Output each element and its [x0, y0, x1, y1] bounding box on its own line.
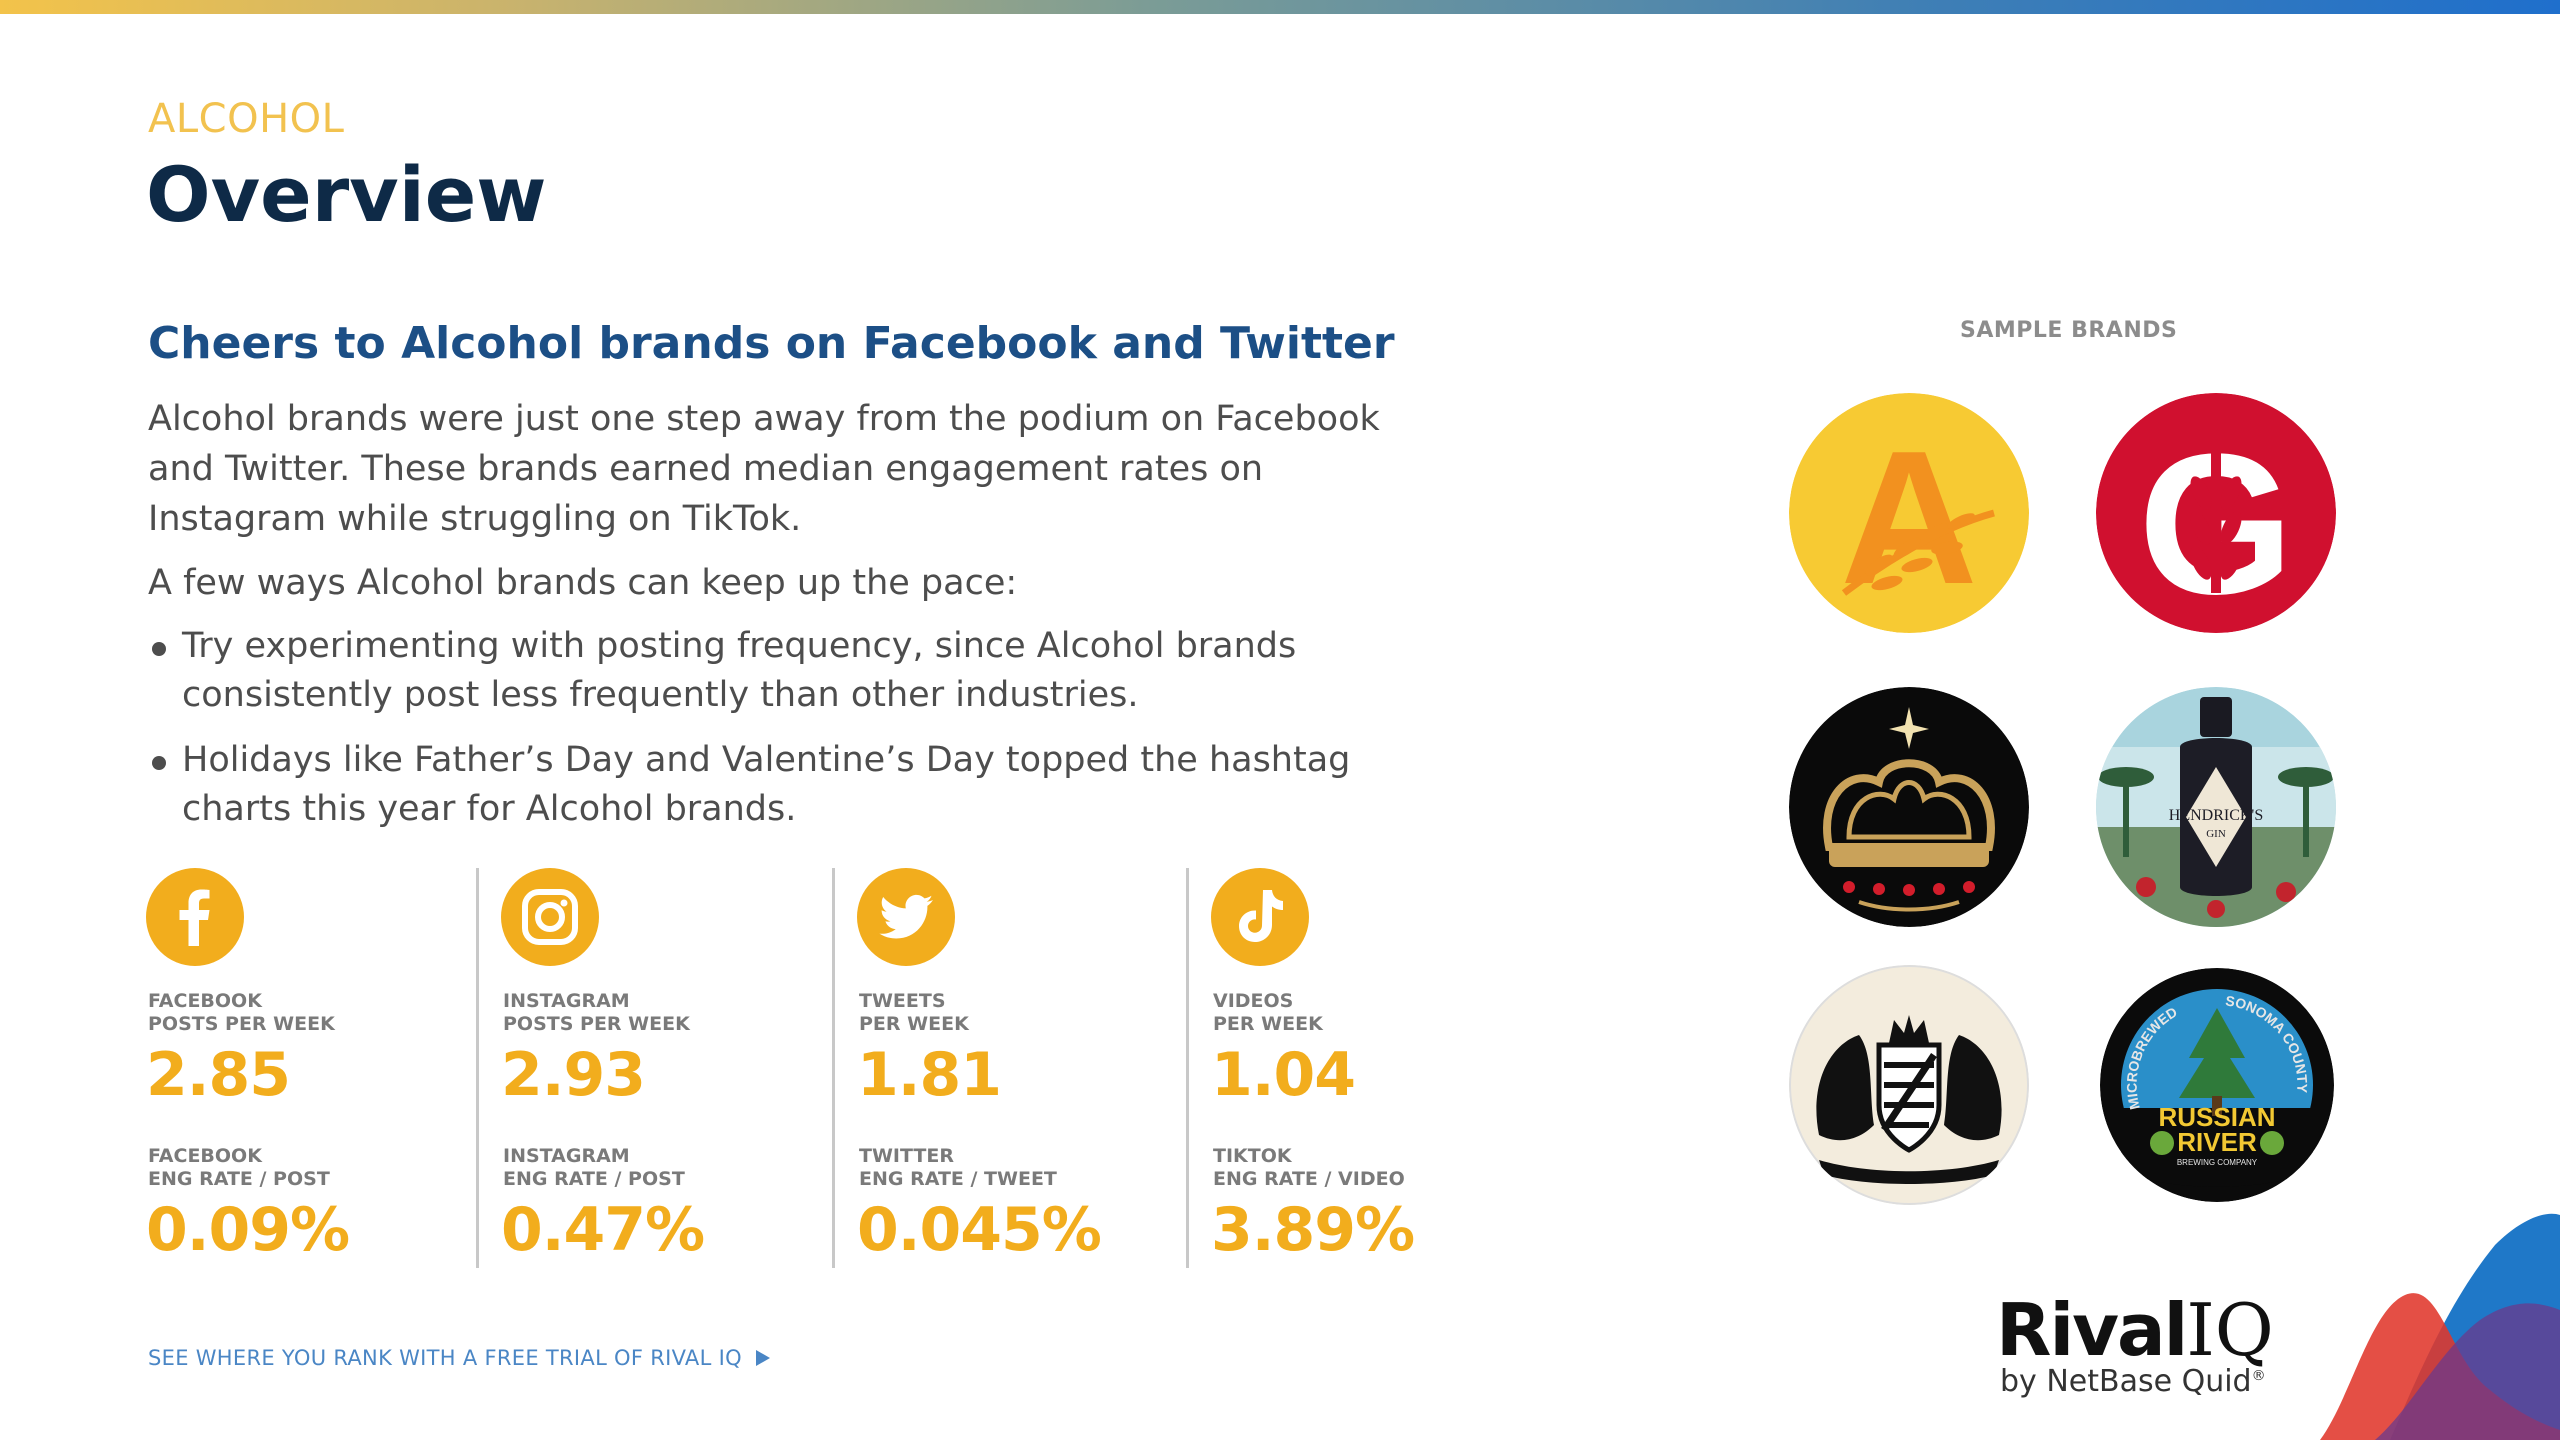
logo-byline: by NetBase Quid	[2000, 1364, 2252, 1399]
posts-per-week-value: 2.85	[146, 1040, 291, 1110]
twitter-icon	[857, 868, 955, 966]
tips-list: Try experimenting with posting frequency…	[148, 622, 1438, 850]
brand-label: RIVER	[2177, 1127, 2257, 1157]
brand-label: BREWING COMPANY	[2177, 1158, 2258, 1167]
stat-facebook: FACEBOOK POSTS PER WEEK 2.85 FACEBOOK ENG …	[146, 868, 476, 1268]
bullet-dot	[152, 756, 166, 770]
logo-iq: IQ	[2186, 1288, 2274, 1372]
posts-per-week-value: 2.93	[501, 1040, 646, 1110]
brand-label: GIN	[2206, 828, 2226, 840]
metric-label: TWEETS PER WEEK	[859, 990, 969, 1035]
free-trial-link[interactable]: SEE WHERE YOU RANK WITH A FREE TRIAL OF …	[148, 1346, 770, 1370]
engagement-rate-value: 3.89%	[1211, 1195, 1415, 1265]
metric-label: FACEBOOK ENG RATE / POST	[148, 1145, 330, 1190]
metric-label: VIDEOS PER WEEK	[1213, 990, 1323, 1035]
stat-instagram: INSTAGRAM POSTS PER WEEK 2.93 INSTAGRAM EN…	[476, 868, 806, 1268]
decorative-wave	[2320, 1213, 2560, 1440]
russian-river-logo: MICROBREWED SONOMA COUNTY RUSSIAN RIVER …	[2100, 968, 2334, 1202]
list-item: Try experimenting with posting frequency…	[148, 622, 1438, 720]
top-gradient-bar	[0, 0, 2560, 14]
logo-rival: Rival	[1996, 1288, 2188, 1372]
metric-label: TWITTER ENG RATE / TWEET	[859, 1145, 1057, 1190]
lions-crest-logo	[1789, 965, 2029, 1205]
stat-twitter: TWEETS PER WEEK 1.81 TWITTER ENG RATE / TW…	[832, 868, 1162, 1268]
brand-label: HENDRICK'S	[2169, 807, 2263, 824]
rival-iq-logo: RivalIQ by NetBase Quid®	[1996, 1294, 2274, 1399]
engagement-rate-value: 0.09%	[146, 1195, 350, 1265]
bullet-dot	[152, 642, 166, 656]
free-trial-link-label[interactable]: SEE WHERE YOU RANK WITH A FREE TRIAL OF …	[148, 1346, 742, 1370]
metric-label: INSTAGRAM ENG RATE / POST	[503, 1145, 685, 1190]
main-headline: Cheers to Alcohol brands on Facebook and…	[148, 318, 1395, 369]
posts-per-week-value: 1.04	[1211, 1040, 1356, 1110]
hendricks-gin-logo: HENDRICK'S GIN	[2096, 687, 2336, 927]
brand-letter: A	[1840, 412, 1977, 624]
facebook-icon	[146, 868, 244, 966]
engagement-rate-value: 0.47%	[501, 1195, 705, 1265]
angry-orchard-logo: A	[1789, 393, 2029, 633]
intro-paragraph: Alcohol brands were just one step away f…	[148, 399, 1380, 539]
g-wheat-logo: G	[2096, 393, 2336, 633]
list-item-text: Try experimenting with posting frequency…	[182, 626, 1297, 715]
metric-label: FACEBOOK POSTS PER WEEK	[148, 990, 335, 1035]
metric-label: INSTAGRAM POSTS PER WEEK	[503, 990, 690, 1035]
tips-intro: A few ways Alcohol brands can keep up th…	[148, 563, 1018, 603]
posts-per-week-value: 1.81	[857, 1040, 1002, 1110]
play-arrow-icon[interactable]	[755, 1350, 770, 1366]
engagement-rate-value: 0.045%	[857, 1195, 1102, 1265]
crown-logo	[1789, 687, 2029, 927]
registered-mark: ®	[2251, 1368, 2266, 1384]
brand-label: RUSSIAN	[2158, 1102, 2275, 1132]
list-item-text: Holidays like Father’s Day and Valentine…	[182, 740, 1351, 829]
sample-brands-title: SAMPLE BRANDS	[1960, 318, 2178, 343]
stat-tiktok: VIDEOS PER WEEK 1.04 TIKTOK ENG RATE / VID…	[1186, 868, 1516, 1268]
instagram-icon	[501, 868, 599, 966]
tiktok-icon	[1211, 868, 1309, 966]
section-eyebrow: ALCOHOL	[148, 96, 345, 142]
metric-label: TIKTOK ENG RATE / VIDEO	[1213, 1145, 1405, 1190]
page-title: Overview	[146, 150, 547, 239]
list-item: Holidays like Father’s Day and Valentine…	[148, 736, 1438, 834]
